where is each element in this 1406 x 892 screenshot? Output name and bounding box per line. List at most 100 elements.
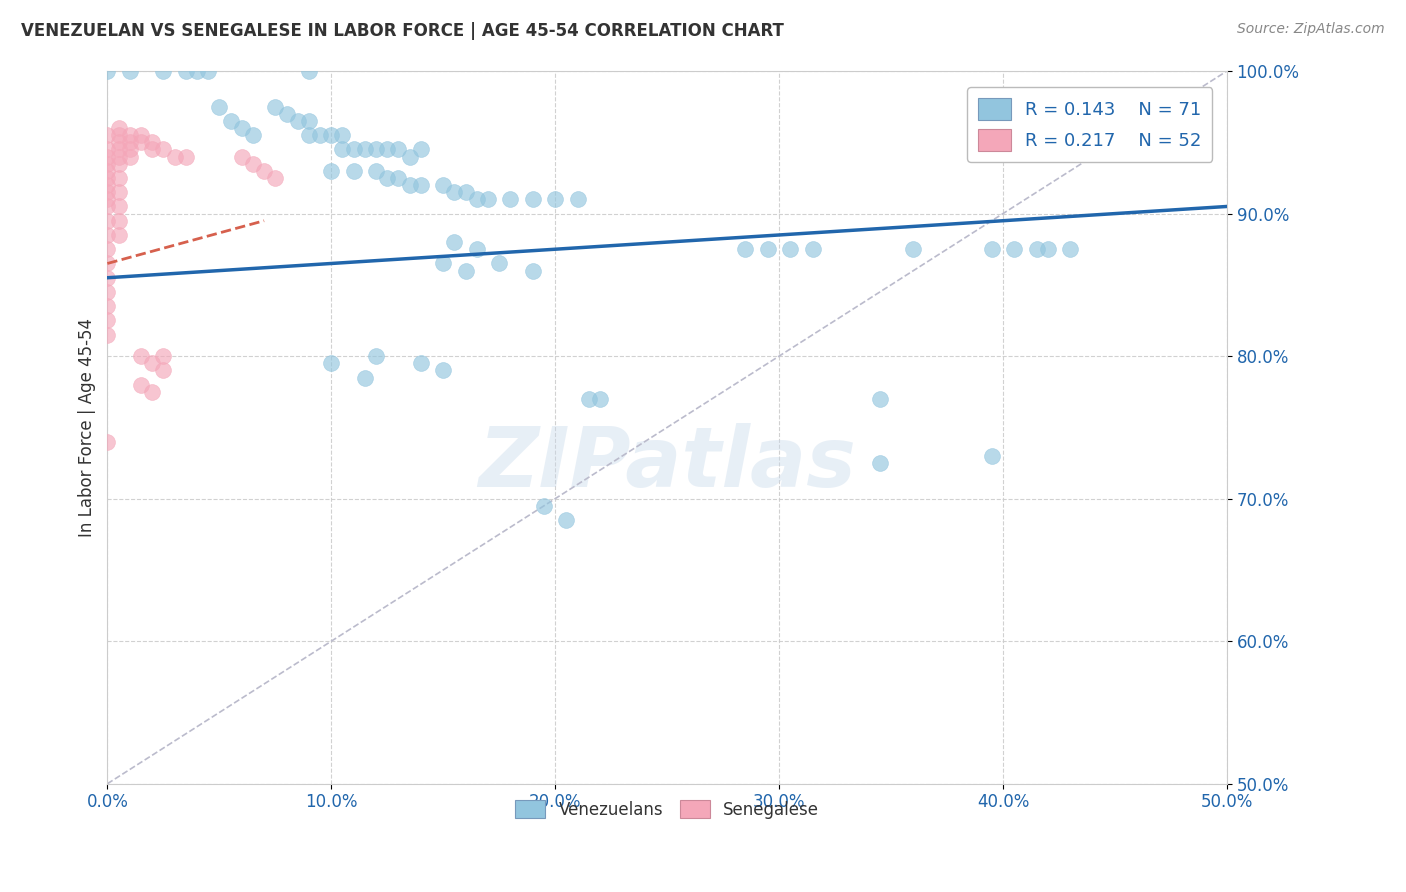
Point	[779, 242, 801, 256]
Point	[264, 100, 287, 114]
Point	[364, 349, 387, 363]
Point	[141, 143, 163, 157]
Point	[152, 349, 174, 363]
Point	[1036, 242, 1059, 256]
Point	[129, 136, 152, 150]
Point	[980, 449, 1002, 463]
Point	[141, 136, 163, 150]
Text: ZIPatlas: ZIPatlas	[478, 423, 856, 503]
Point	[242, 128, 264, 143]
Point	[96, 164, 118, 178]
Point	[533, 499, 555, 513]
Point	[96, 327, 118, 342]
Point	[219, 114, 242, 128]
Point	[118, 64, 141, 78]
Point	[298, 128, 321, 143]
Point	[96, 242, 118, 256]
Point	[321, 164, 343, 178]
Point	[96, 199, 118, 213]
Point	[96, 256, 118, 270]
Point	[96, 157, 118, 171]
Point	[309, 128, 332, 143]
Point	[118, 128, 141, 143]
Point	[96, 213, 118, 227]
Point	[96, 64, 118, 78]
Legend: Venezuelans, Senegalese: Venezuelans, Senegalese	[509, 793, 825, 825]
Point	[129, 377, 152, 392]
Point	[287, 114, 309, 128]
Point	[264, 171, 287, 186]
Point	[332, 143, 354, 157]
Point	[1002, 242, 1025, 256]
Point	[107, 150, 129, 164]
Point	[298, 114, 321, 128]
Point	[465, 242, 488, 256]
Point	[567, 192, 589, 206]
Point	[443, 185, 465, 199]
Point	[443, 235, 465, 249]
Point	[980, 242, 1002, 256]
Point	[107, 213, 129, 227]
Point	[253, 164, 276, 178]
Point	[321, 128, 343, 143]
Point	[96, 434, 118, 449]
Point	[343, 143, 366, 157]
Point	[152, 363, 174, 377]
Point	[375, 143, 398, 157]
Point	[555, 513, 578, 527]
Point	[118, 136, 141, 150]
Point	[298, 64, 321, 78]
Point	[869, 456, 891, 470]
Point	[465, 192, 488, 206]
Point	[409, 143, 432, 157]
Point	[454, 185, 477, 199]
Point	[152, 64, 174, 78]
Point	[231, 150, 253, 164]
Point	[174, 150, 197, 164]
Point	[96, 285, 118, 299]
Point	[477, 192, 499, 206]
Point	[129, 128, 152, 143]
Point	[96, 299, 118, 313]
Point	[801, 242, 824, 256]
Point	[589, 392, 612, 406]
Point	[409, 178, 432, 192]
Y-axis label: In Labor Force | Age 45-54: In Labor Force | Age 45-54	[79, 318, 96, 537]
Point	[141, 384, 163, 399]
Point	[332, 128, 354, 143]
Point	[578, 392, 600, 406]
Point	[409, 356, 432, 370]
Point	[152, 143, 174, 157]
Point	[107, 121, 129, 136]
Point	[96, 192, 118, 206]
Point	[107, 157, 129, 171]
Point	[197, 64, 219, 78]
Point	[129, 349, 152, 363]
Point	[387, 171, 409, 186]
Point	[522, 263, 544, 277]
Point	[96, 227, 118, 242]
Point	[163, 150, 186, 164]
Point	[186, 64, 208, 78]
Point	[107, 171, 129, 186]
Text: VENEZUELAN VS SENEGALESE IN LABOR FORCE | AGE 45-54 CORRELATION CHART: VENEZUELAN VS SENEGALESE IN LABOR FORCE …	[21, 22, 785, 40]
Point	[96, 128, 118, 143]
Point	[432, 256, 454, 270]
Point	[756, 242, 779, 256]
Point	[398, 150, 420, 164]
Point	[242, 157, 264, 171]
Point	[174, 64, 197, 78]
Point	[522, 192, 544, 206]
Point	[398, 178, 420, 192]
Point	[499, 192, 522, 206]
Point	[354, 143, 377, 157]
Point	[343, 164, 366, 178]
Point	[208, 100, 231, 114]
Point	[107, 143, 129, 157]
Point	[354, 370, 377, 384]
Point	[488, 256, 510, 270]
Point	[903, 242, 925, 256]
Point	[107, 227, 129, 242]
Point	[231, 121, 253, 136]
Point	[107, 136, 129, 150]
